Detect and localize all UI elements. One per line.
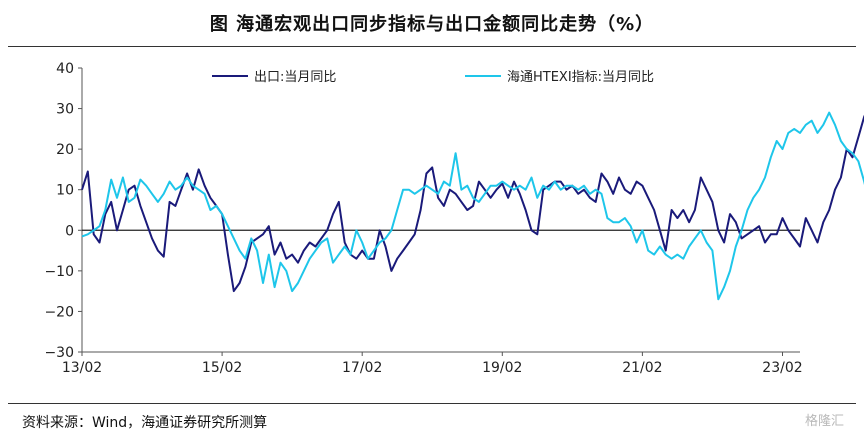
x-tick-label: 23/02 — [762, 360, 802, 376]
chart-title: 图 海通宏观出口同步指标与出口金额同比走势（%） — [209, 14, 655, 35]
y-tick-label: −10 — [44, 264, 74, 280]
x-tick-label: 17/02 — [342, 360, 382, 376]
chart-series — [81, 111, 864, 301]
x-tick-label: 19/02 — [482, 360, 522, 376]
source-divider — [8, 403, 856, 404]
title-bar: 图 海通宏观出口同步指标与出口金额同比走势（%） — [0, 0, 864, 46]
y-tick-label: 20 — [56, 142, 74, 158]
x-tick-label: 13/02 — [62, 360, 102, 376]
y-tick-label: 10 — [56, 183, 74, 199]
y-tick-label: 40 — [56, 61, 74, 77]
watermark-logo: 格隆汇 — [804, 414, 844, 429]
y-tick-label: 30 — [56, 102, 74, 118]
y-tick-label: 0 — [65, 223, 74, 239]
source-note: 资料来源：Wind，海通证券研究所测算 — [22, 415, 268, 431]
x-tick-label: 21/02 — [622, 360, 662, 376]
series-line-0 — [81, 114, 864, 293]
legend-label-1: 海通HTEXI指标:当月同比 — [507, 70, 654, 85]
x-tick-label: 15/02 — [202, 360, 242, 376]
y-tick-label: −30 — [44, 345, 74, 361]
title-divider — [8, 46, 856, 47]
chart-legend: 出口:当月同比 海通HTEXI指标:当月同比 — [212, 70, 654, 85]
legend-label-0: 出口:当月同比 — [254, 70, 336, 85]
y-tick-label: −20 — [44, 304, 74, 320]
series-line-1 — [81, 111, 864, 301]
